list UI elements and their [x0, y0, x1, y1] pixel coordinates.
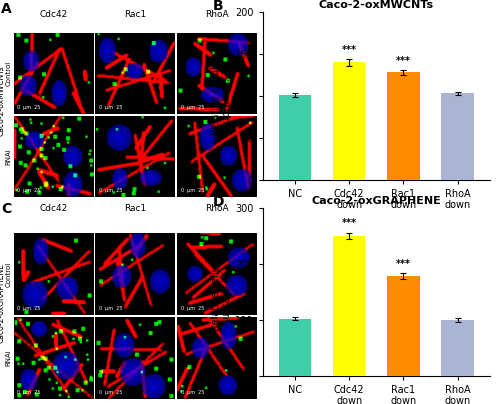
Text: Cdc42: Cdc42: [39, 204, 68, 213]
Text: Control: Control: [6, 61, 12, 86]
Text: 0  μm  25: 0 μm 25: [18, 390, 41, 395]
Bar: [333, 236, 366, 376]
Text: Caco-2-oxMWCNTs: Caco-2-oxMWCNTs: [0, 66, 6, 136]
Text: 0  μm  25: 0 μm 25: [99, 390, 122, 395]
Bar: [442, 93, 474, 180]
Text: 0  μm  25: 0 μm 25: [18, 188, 41, 193]
Y-axis label: Relative cellular
uptake (%): Relative cellular uptake (%): [210, 57, 232, 135]
Bar: [387, 72, 420, 180]
Text: 0  μm  25: 0 μm 25: [181, 306, 204, 311]
Text: ***: ***: [396, 259, 411, 269]
Text: D: D: [212, 195, 224, 208]
Text: Rac1: Rac1: [124, 204, 146, 213]
Bar: [279, 319, 311, 376]
Text: 0  μm  25: 0 μm 25: [181, 390, 204, 395]
Text: Cdc42: Cdc42: [39, 10, 68, 19]
Text: A: A: [1, 2, 12, 16]
Title: Caco-2-oxGRAPHENE: Caco-2-oxGRAPHENE: [312, 196, 441, 206]
Text: 0  μm  25: 0 μm 25: [99, 105, 122, 110]
Text: 0  μm  25: 0 μm 25: [181, 188, 204, 193]
Bar: [279, 95, 311, 180]
Bar: [387, 276, 420, 376]
Text: 0  μm  25: 0 μm 25: [181, 105, 204, 110]
Text: 0  μm  25: 0 μm 25: [18, 306, 41, 311]
Text: C: C: [1, 202, 11, 216]
Text: ***: ***: [342, 219, 356, 228]
Text: 0  μm  25: 0 μm 25: [18, 105, 41, 110]
Text: RhoA: RhoA: [205, 10, 229, 19]
Text: RNAi: RNAi: [6, 148, 12, 165]
Text: ***: ***: [396, 56, 411, 66]
Bar: [442, 320, 474, 376]
Text: RhoA: RhoA: [205, 204, 229, 213]
Text: ***: ***: [342, 45, 356, 55]
Text: Rac1: Rac1: [124, 10, 146, 19]
Text: Caco-2-oxGRAPHENE: Caco-2-oxGRAPHENE: [0, 263, 6, 343]
Text: Control: Control: [6, 262, 12, 287]
Text: B: B: [212, 0, 223, 13]
Bar: [333, 62, 366, 180]
Text: RNAi: RNAi: [6, 350, 12, 366]
Y-axis label: Relative cellular
uptake (%): Relative cellular uptake (%): [210, 252, 232, 331]
Text: 0  μm  25: 0 μm 25: [99, 306, 122, 311]
Text: 0  μm  25: 0 μm 25: [99, 188, 122, 193]
Title: Caco-2-oxMWCNTs: Caco-2-oxMWCNTs: [318, 0, 434, 10]
